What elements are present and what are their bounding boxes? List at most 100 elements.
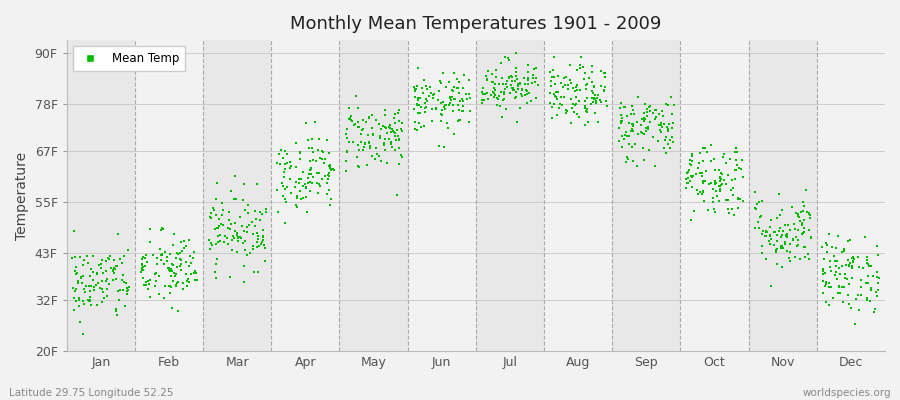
Point (342, 105, 356, 112)
Point (559, 109, 573, 116)
Point (683, 160, 698, 167)
Point (823, 284, 837, 290)
Point (164, 273, 178, 279)
Point (248, 208, 262, 214)
Point (515, 92, 529, 99)
Point (72, 295, 86, 301)
Point (380, 130, 394, 136)
Point (233, 234, 248, 240)
Point (410, 127, 425, 133)
Point (301, 180, 315, 186)
Point (858, 233, 872, 240)
Point (139, 282, 153, 288)
Point (382, 124, 396, 130)
Point (840, 276, 854, 282)
Point (598, 74, 613, 80)
Point (870, 293, 885, 300)
Point (428, 106, 443, 113)
Point (180, 283, 194, 289)
Point (594, 83, 608, 89)
Point (842, 262, 856, 268)
Point (375, 123, 390, 129)
Point (374, 126, 388, 132)
Point (728, 167, 742, 174)
Point (121, 247, 135, 254)
Point (321, 170, 336, 176)
Point (179, 271, 194, 277)
Point (662, 137, 677, 143)
Point (94, 299, 109, 305)
Point (697, 198, 711, 205)
Point (710, 192, 724, 199)
Point (68, 268, 82, 274)
Point (66, 255, 80, 261)
Point (521, 75, 535, 82)
Point (220, 234, 235, 241)
Point (356, 117, 371, 123)
Point (767, 242, 781, 249)
Point (451, 102, 465, 108)
Point (654, 120, 669, 126)
Point (453, 116, 467, 123)
Point (373, 135, 387, 141)
Point (135, 266, 149, 273)
Point (755, 243, 770, 250)
Point (658, 137, 672, 143)
Point (418, 100, 432, 106)
Point (544, 104, 559, 110)
Point (680, 176, 694, 182)
Point (372, 153, 386, 159)
Point (735, 198, 750, 205)
Point (617, 103, 632, 110)
Point (166, 242, 181, 248)
Point (302, 167, 317, 173)
Point (522, 90, 536, 96)
Point (870, 243, 885, 249)
Point (151, 291, 166, 297)
Point (693, 150, 707, 157)
Point (355, 130, 369, 137)
Point (513, 81, 527, 88)
Point (256, 242, 271, 248)
Point (778, 232, 793, 238)
Point (581, 74, 596, 81)
Point (394, 154, 409, 161)
Point (351, 142, 365, 148)
Point (410, 97, 425, 104)
Point (452, 79, 466, 85)
Point (109, 276, 123, 282)
Point (171, 250, 185, 257)
Point (97, 294, 112, 301)
Point (701, 207, 716, 214)
Point (706, 199, 721, 206)
Point (815, 290, 830, 296)
Point (446, 70, 461, 76)
Bar (203, 40, 271, 351)
Point (510, 86, 525, 92)
Point (213, 232, 228, 238)
Point (625, 144, 639, 150)
Point (117, 253, 131, 260)
Point (296, 182, 310, 189)
Point (491, 93, 506, 100)
Point (379, 124, 393, 131)
Point (322, 150, 337, 156)
Point (767, 228, 781, 235)
Point (68, 254, 83, 260)
Point (280, 151, 294, 158)
Point (626, 128, 640, 134)
Point (570, 110, 584, 117)
Point (708, 167, 723, 174)
Point (509, 118, 524, 125)
Point (731, 196, 745, 203)
Point (643, 107, 657, 114)
Point (701, 181, 716, 188)
Point (421, 93, 436, 99)
Point (525, 80, 539, 86)
Point (82, 298, 96, 304)
Point (474, 88, 489, 95)
Point (639, 128, 653, 134)
Point (795, 222, 809, 228)
Point (76, 331, 90, 337)
Point (243, 250, 257, 256)
